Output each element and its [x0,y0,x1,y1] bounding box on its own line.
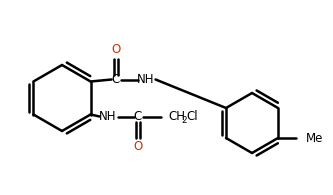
Text: O: O [111,43,120,56]
Text: CH: CH [168,110,185,123]
Text: Cl: Cl [186,110,198,123]
Text: NH: NH [137,73,154,86]
Text: Me: Me [306,131,323,144]
Text: NH: NH [99,110,116,123]
Text: 2: 2 [181,116,187,125]
Text: O: O [133,140,142,153]
Text: C: C [112,73,120,86]
Text: C: C [134,110,142,123]
